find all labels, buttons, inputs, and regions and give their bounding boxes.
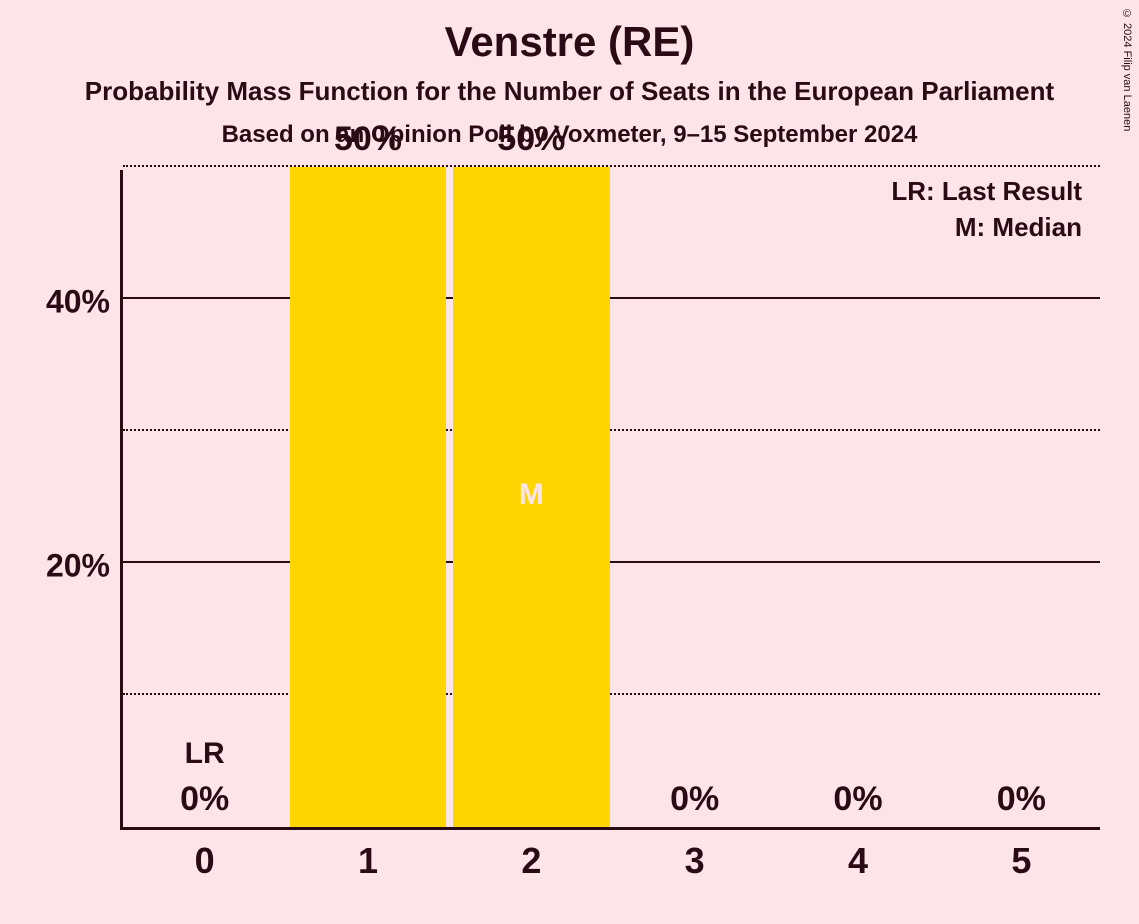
x-axis-label: 2 (521, 840, 541, 882)
bar-value-label: 0% (180, 780, 229, 819)
x-axis-label: 3 (685, 840, 705, 882)
bar (290, 167, 447, 827)
x-axis-label: 1 (358, 840, 378, 882)
gridline-minor (123, 165, 1100, 167)
chart-title: Venstre (RE) (0, 0, 1139, 66)
x-axis-label: 0 (195, 840, 215, 882)
y-axis-label: 40% (46, 284, 110, 321)
chart-subtitle2: Based on an Opinion Poll by Voxmeter, 9–… (0, 121, 1139, 149)
y-axis-label: 20% (46, 548, 110, 585)
chart-subtitle: Probability Mass Function for the Number… (0, 76, 1139, 107)
lr-marker: LR (185, 737, 225, 771)
bar-value-label: 50% (497, 120, 565, 159)
gridline-minor (123, 693, 1100, 695)
median-marker: M (519, 478, 544, 512)
bar-value-label: 0% (670, 780, 719, 819)
copyright-text: © 2024 Filip van Laenen (1121, 8, 1133, 131)
legend-lr: LR: Last Result (891, 176, 1082, 207)
bar-value-label: 50% (334, 120, 402, 159)
plot-area: LR: Last Result M: Median LR0%050%150%M2… (120, 170, 1100, 830)
gridline-major (123, 561, 1100, 563)
x-axis-label: 5 (1011, 840, 1031, 882)
bar-value-label: 0% (997, 780, 1046, 819)
legend-m: M: Median (955, 212, 1082, 243)
y-axis-labels: 20% 40% (30, 170, 120, 890)
x-axis-label: 4 (848, 840, 868, 882)
gridline-major (123, 297, 1100, 299)
plot-container: 20%40% LR: Last Result M: Median LR0%050… (30, 170, 1110, 890)
bar-value-label: 0% (833, 780, 882, 819)
gridline-minor (123, 429, 1100, 431)
